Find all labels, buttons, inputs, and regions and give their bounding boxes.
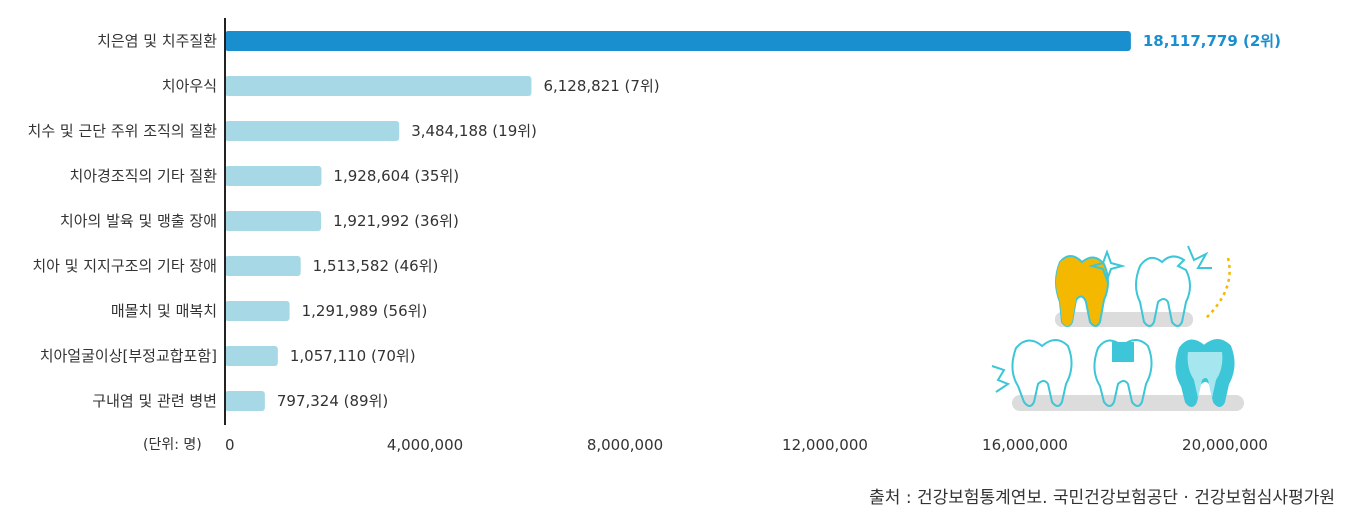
unit-label: (단위: 명)	[143, 437, 202, 453]
bar	[225, 256, 301, 276]
x-tick-label: 8,000,000	[587, 436, 663, 454]
x-tick-label: 12,000,000	[782, 436, 868, 454]
bar	[225, 346, 278, 366]
bar	[225, 301, 290, 321]
x-tick-label: 16,000,000	[982, 436, 1068, 454]
x-tick-label: 20,000,000	[1182, 436, 1268, 454]
source-note: 출처 : 건강보험통계연보. 국민건강보험공단 · 건강보험심사평가원	[869, 488, 1335, 508]
bar	[225, 166, 322, 186]
value-label: 18,117,779 (2위)	[1143, 32, 1281, 50]
category-label: 치은염 및 치주질환	[97, 32, 217, 50]
category-label: 치아우식	[162, 77, 217, 95]
x-tick-label: 4,000,000	[387, 436, 463, 454]
teeth-illustration-icon	[991, 245, 1244, 411]
bar	[225, 211, 322, 231]
category-label: 구내염 및 관련 병변	[92, 392, 217, 410]
bar	[225, 76, 532, 96]
value-label: 1,291,989 (56위)	[302, 302, 428, 320]
value-label: 1,921,992 (36위)	[333, 212, 459, 230]
bar	[225, 391, 265, 411]
category-label: 매몰치 및 매복치	[111, 302, 217, 320]
bar	[225, 121, 400, 141]
x-tick-label: 0	[225, 436, 235, 454]
value-labels: 18,117,779 (2위) 6,128,821 (7위) 3,484,188 (…	[277, 32, 1281, 410]
value-label: 1,928,604 (35위)	[333, 167, 459, 185]
category-label: 치아의 발육 및 맹출 장애	[60, 212, 217, 230]
category-label: 치수 및 근단 주위 조직의 질환	[28, 122, 218, 140]
category-label: 치아얼굴이상[부정교합포함]	[40, 347, 217, 365]
value-label: 797,324 (89위)	[277, 392, 388, 410]
x-axis-tick-labels: 0 4,000,000 8,000,000 12,000,000 16,000,000 2…	[225, 436, 1268, 454]
value-label: 1,057,110 (70위)	[290, 347, 416, 365]
category-label: 치아경조직의 기타 질환	[69, 167, 217, 185]
value-label: 3,484,188 (19위)	[411, 122, 537, 140]
value-label: 1,513,582 (46위)	[313, 257, 439, 275]
bars-group	[225, 31, 1131, 411]
value-label: 6,128,821 (7위)	[543, 77, 659, 95]
bar	[225, 31, 1131, 51]
category-label: 치아 및 지지구조의 기타 장애	[32, 257, 217, 275]
